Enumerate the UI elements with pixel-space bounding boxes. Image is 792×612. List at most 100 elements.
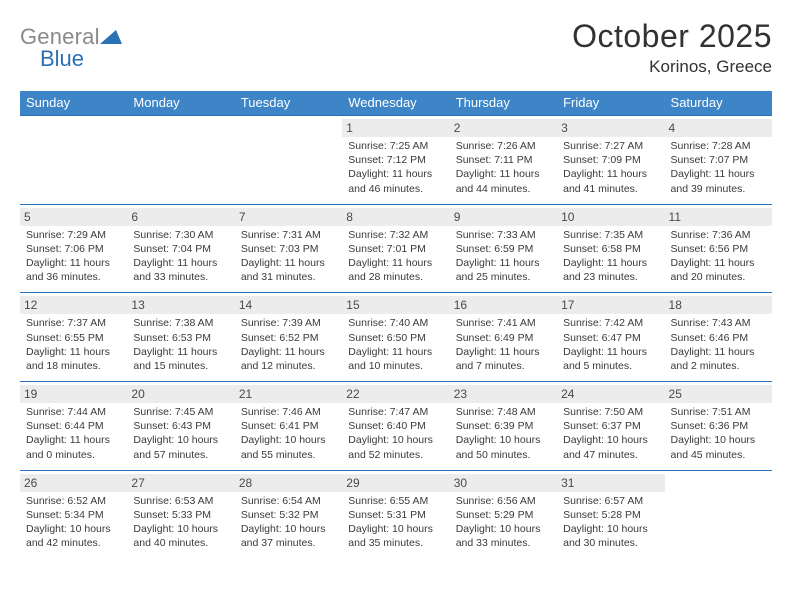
daylight-line: and 37 minutes. [241,536,336,550]
day-number: 27 [127,474,234,492]
day-cell: 24Sunrise: 7:50 AMSunset: 6:37 PMDayligh… [557,382,664,471]
daylight-line: and 30 minutes. [563,536,658,550]
sunset-line: Sunset: 5:29 PM [456,508,551,522]
sunset-line: Sunset: 7:03 PM [241,242,336,256]
daylight-line: and 10 minutes. [348,359,443,373]
day-number: 13 [127,296,234,314]
day-number: 23 [450,385,557,403]
day-number: 12 [20,296,127,314]
day-header: Monday [127,91,234,116]
daylight-line: and 33 minutes. [456,536,551,550]
day-number: 29 [342,474,449,492]
day-cell: 2Sunrise: 7:26 AMSunset: 7:11 PMDaylight… [450,116,557,205]
sunset-line: Sunset: 5:28 PM [563,508,658,522]
daylight-line: Daylight: 10 hours [348,433,443,447]
day-number: 5 [20,208,127,226]
daylight-line: and 2 minutes. [671,359,766,373]
sunrise-line: Sunrise: 7:48 AM [456,405,551,419]
daylight-line: and 33 minutes. [133,270,228,284]
sunset-line: Sunset: 6:55 PM [26,331,121,345]
daylight-line: and 5 minutes. [563,359,658,373]
sunrise-line: Sunrise: 6:55 AM [348,494,443,508]
daylight-line: Daylight: 11 hours [26,433,121,447]
daylight-line: and 35 minutes. [348,536,443,550]
daylight-line: and 57 minutes. [133,448,228,462]
sunrise-line: Sunrise: 7:39 AM [241,316,336,330]
sunrise-line: Sunrise: 6:52 AM [26,494,121,508]
logo-text-blue: Blue [40,46,122,72]
daylight-line: and 41 minutes. [563,182,658,196]
day-number: 10 [557,208,664,226]
week-row: 26Sunrise: 6:52 AMSunset: 5:34 PMDayligh… [20,470,772,558]
day-number: 22 [342,385,449,403]
sunrise-line: Sunrise: 7:36 AM [671,228,766,242]
day-number: 24 [557,385,664,403]
day-number: 20 [127,385,234,403]
sunset-line: Sunset: 7:04 PM [133,242,228,256]
day-cell: 19Sunrise: 7:44 AMSunset: 6:44 PMDayligh… [20,382,127,471]
day-cell: 4Sunrise: 7:28 AMSunset: 7:07 PMDaylight… [665,116,772,205]
day-cell: 7Sunrise: 7:31 AMSunset: 7:03 PMDaylight… [235,204,342,293]
sunset-line: Sunset: 6:50 PM [348,331,443,345]
day-cell: 31Sunrise: 6:57 AMSunset: 5:28 PMDayligh… [557,470,664,558]
week-row: 5Sunrise: 7:29 AMSunset: 7:06 PMDaylight… [20,204,772,293]
daylight-line: Daylight: 11 hours [348,345,443,359]
sunset-line: Sunset: 6:39 PM [456,419,551,433]
sunset-line: Sunset: 6:49 PM [456,331,551,345]
sunrise-line: Sunrise: 7:50 AM [563,405,658,419]
day-number: 21 [235,385,342,403]
daylight-line: Daylight: 11 hours [133,256,228,270]
sunset-line: Sunset: 7:06 PM [26,242,121,256]
sunrise-line: Sunrise: 7:40 AM [348,316,443,330]
day-cell: 1Sunrise: 7:25 AMSunset: 7:12 PMDaylight… [342,116,449,205]
sunset-line: Sunset: 5:34 PM [26,508,121,522]
day-cell [665,470,772,558]
sunrise-line: Sunrise: 7:45 AM [133,405,228,419]
day-header: Thursday [450,91,557,116]
sunset-line: Sunset: 6:56 PM [671,242,766,256]
sunset-line: Sunset: 6:52 PM [241,331,336,345]
day-cell: 18Sunrise: 7:43 AMSunset: 6:46 PMDayligh… [665,293,772,382]
daylight-line: Daylight: 11 hours [563,256,658,270]
sunrise-line: Sunrise: 6:56 AM [456,494,551,508]
sunset-line: Sunset: 6:43 PM [133,419,228,433]
day-number: 19 [20,385,127,403]
daylight-line: Daylight: 11 hours [348,167,443,181]
day-number: 2 [450,119,557,137]
day-cell: 10Sunrise: 7:35 AMSunset: 6:58 PMDayligh… [557,204,664,293]
daylight-line: Daylight: 11 hours [563,345,658,359]
day-cell [20,116,127,205]
daylight-line: and 45 minutes. [671,448,766,462]
daylight-line: and 42 minutes. [26,536,121,550]
day-cell: 30Sunrise: 6:56 AMSunset: 5:29 PMDayligh… [450,470,557,558]
daylight-line: Daylight: 10 hours [241,433,336,447]
week-row: 1Sunrise: 7:25 AMSunset: 7:12 PMDaylight… [20,116,772,205]
sunrise-line: Sunrise: 7:42 AM [563,316,658,330]
month-title: October 2025 [572,18,772,55]
sunrise-line: Sunrise: 7:27 AM [563,139,658,153]
week-row: 12Sunrise: 7:37 AMSunset: 6:55 PMDayligh… [20,293,772,382]
sunrise-line: Sunrise: 7:33 AM [456,228,551,242]
day-number: 17 [557,296,664,314]
sunset-line: Sunset: 6:53 PM [133,331,228,345]
day-cell: 8Sunrise: 7:32 AMSunset: 7:01 PMDaylight… [342,204,449,293]
day-cell [235,116,342,205]
sunset-line: Sunset: 6:47 PM [563,331,658,345]
daylight-line: Daylight: 11 hours [456,345,551,359]
daylight-line: Daylight: 11 hours [456,167,551,181]
sunset-line: Sunset: 6:41 PM [241,419,336,433]
sunset-line: Sunset: 5:32 PM [241,508,336,522]
daylight-line: Daylight: 11 hours [671,167,766,181]
day-cell: 13Sunrise: 7:38 AMSunset: 6:53 PMDayligh… [127,293,234,382]
day-header: Saturday [665,91,772,116]
header: General Blue October 2025 Korinos, Greec… [20,18,772,77]
day-cell: 29Sunrise: 6:55 AMSunset: 5:31 PMDayligh… [342,470,449,558]
sunset-line: Sunset: 7:11 PM [456,153,551,167]
day-cell: 28Sunrise: 6:54 AMSunset: 5:32 PMDayligh… [235,470,342,558]
day-cell: 17 Sunrise: 7:42 AMSunset: 6:47 PMDayligh… [557,293,664,382]
daylight-line: Daylight: 11 hours [133,345,228,359]
week-row: 19Sunrise: 7:44 AMSunset: 6:44 PMDayligh… [20,382,772,471]
day-cell: 6Sunrise: 7:30 AMSunset: 7:04 PMDaylight… [127,204,234,293]
day-number: 30 [450,474,557,492]
sunset-line: Sunset: 6:59 PM [456,242,551,256]
